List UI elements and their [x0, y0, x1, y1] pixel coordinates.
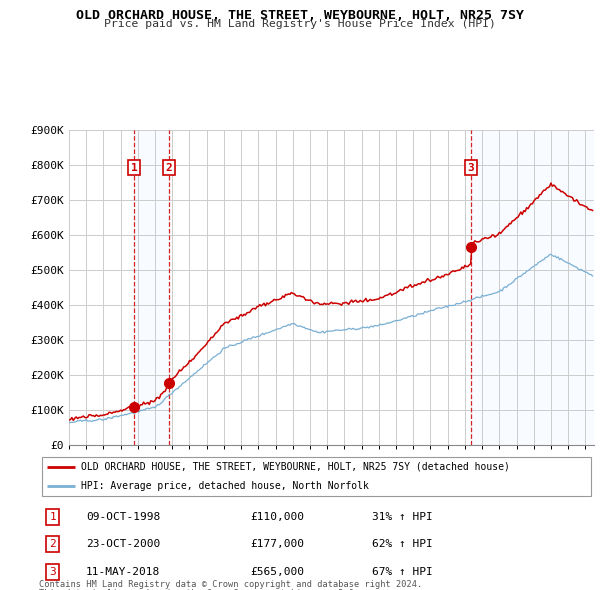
Bar: [134, 130, 169, 445]
Text: 1: 1: [49, 512, 56, 522]
Text: 62% ↑ HPI: 62% ↑ HPI: [372, 539, 433, 549]
Text: This data is licensed under the Open Government Licence v3.0.: This data is licensed under the Open Gov…: [39, 589, 359, 590]
Text: 3: 3: [49, 566, 56, 576]
Text: Price paid vs. HM Land Registry's House Price Index (HPI): Price paid vs. HM Land Registry's House …: [104, 19, 496, 30]
Text: £110,000: £110,000: [250, 512, 304, 522]
Text: 31% ↑ HPI: 31% ↑ HPI: [372, 512, 433, 522]
Text: OLD ORCHARD HOUSE, THE STREET, WEYBOURNE, HOLT, NR25 7SY (detached house): OLD ORCHARD HOUSE, THE STREET, WEYBOURNE…: [80, 462, 509, 471]
Text: Contains HM Land Registry data © Crown copyright and database right 2024.: Contains HM Land Registry data © Crown c…: [39, 580, 422, 589]
Text: 11-MAY-2018: 11-MAY-2018: [86, 566, 160, 576]
Text: 23-OCT-2000: 23-OCT-2000: [86, 539, 160, 549]
Text: 2: 2: [166, 163, 172, 173]
Bar: [471, 130, 594, 445]
Text: 2: 2: [49, 539, 56, 549]
Text: HPI: Average price, detached house, North Norfolk: HPI: Average price, detached house, Nort…: [80, 481, 368, 491]
Text: £177,000: £177,000: [250, 539, 304, 549]
Text: £565,000: £565,000: [250, 566, 304, 576]
FancyBboxPatch shape: [42, 457, 591, 496]
Text: OLD ORCHARD HOUSE, THE STREET, WEYBOURNE, HOLT, NR25 7SY: OLD ORCHARD HOUSE, THE STREET, WEYBOURNE…: [76, 9, 524, 22]
Text: 09-OCT-1998: 09-OCT-1998: [86, 512, 160, 522]
Text: 3: 3: [468, 163, 475, 173]
Text: 67% ↑ HPI: 67% ↑ HPI: [372, 566, 433, 576]
Text: 1: 1: [131, 163, 137, 173]
